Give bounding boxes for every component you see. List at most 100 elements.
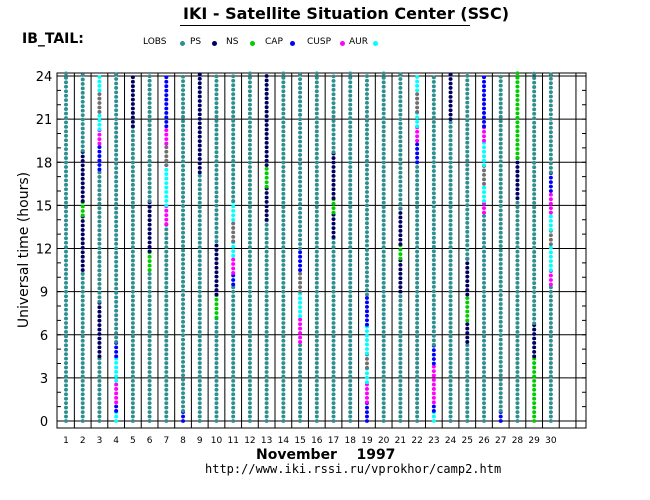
data-point-ps xyxy=(197,347,202,352)
data-point-ps xyxy=(515,209,520,214)
data-point-ps xyxy=(247,370,252,374)
data-point-cusp xyxy=(482,119,486,124)
x-tick-label: 7 xyxy=(163,436,169,446)
data-point-ps xyxy=(298,175,303,180)
data-point-ps xyxy=(231,321,236,325)
data-point-ps xyxy=(181,324,186,329)
data-point-ps xyxy=(515,303,520,308)
data-point-ps xyxy=(64,138,68,143)
data-point-cusp xyxy=(114,409,119,413)
data-point-ps xyxy=(548,365,553,370)
data-point-ps xyxy=(97,361,102,365)
data-point-ps xyxy=(197,227,202,232)
data-point-ps xyxy=(231,185,236,190)
data-point-ps xyxy=(381,285,386,290)
data-point-ns xyxy=(448,99,453,104)
data-point-cusp xyxy=(298,263,303,268)
day-column-6 xyxy=(147,74,152,423)
data-point-ns xyxy=(398,228,403,233)
data-point-ps xyxy=(281,200,286,205)
data-point-ps xyxy=(314,321,319,325)
data-point-ps xyxy=(214,83,219,88)
data-point-cap xyxy=(515,84,520,89)
data-point-ps xyxy=(482,227,486,232)
data-point-aur xyxy=(482,210,486,215)
data-point-ps xyxy=(181,368,186,373)
data-point-ns xyxy=(97,318,102,323)
data-point-ps xyxy=(130,361,135,365)
data-point-gap xyxy=(164,154,169,159)
data-point-ps xyxy=(181,355,186,360)
data-point-ps xyxy=(348,138,353,143)
data-point-ns xyxy=(214,252,219,257)
data-point-ps xyxy=(314,383,319,388)
data-point-ps xyxy=(64,338,68,343)
data-point-ps xyxy=(130,307,135,312)
data-point-bnd xyxy=(482,185,486,190)
x-tick-label: 1 xyxy=(63,436,69,446)
data-point-ps xyxy=(348,361,353,365)
data-point-ps xyxy=(181,181,186,186)
data-point-ps xyxy=(515,218,520,223)
data-point-ps xyxy=(114,201,119,206)
data-point-ps xyxy=(331,105,336,110)
data-point-ps xyxy=(381,378,386,383)
data-point-ps xyxy=(114,77,119,81)
data-point-ps xyxy=(247,214,252,218)
data-point-ps xyxy=(515,383,520,388)
data-point-ps xyxy=(197,307,202,312)
data-point-ps xyxy=(231,190,236,195)
data-point-ps xyxy=(247,147,252,152)
data-point-ps xyxy=(381,347,386,352)
data-point-ps xyxy=(214,172,219,177)
data-point-ps xyxy=(381,214,386,218)
data-point-ps xyxy=(431,146,436,151)
data-point-ps xyxy=(130,289,135,294)
data-point-ps xyxy=(348,294,353,299)
data-point-ps xyxy=(164,361,169,365)
data-point-ps xyxy=(197,401,202,406)
data-point-ps xyxy=(448,419,453,423)
data-point-ps xyxy=(364,243,369,248)
data-point-ps xyxy=(381,249,386,254)
data-point-ns xyxy=(147,218,152,223)
data-point-ps xyxy=(381,312,386,316)
data-point-ps xyxy=(381,272,386,276)
data-point-ps xyxy=(348,272,353,276)
data-point-ps xyxy=(515,227,520,232)
data-point-cap xyxy=(331,201,336,206)
data-point-ps xyxy=(247,133,252,138)
data-point-ps xyxy=(298,108,303,113)
data-point-ps xyxy=(231,405,236,410)
data-point-ns xyxy=(331,165,336,169)
data-point-ps xyxy=(281,116,286,120)
data-point-ps xyxy=(64,209,68,214)
data-point-ps xyxy=(381,245,386,250)
data-point-ps xyxy=(197,392,202,397)
data-point-ps xyxy=(431,88,436,93)
data-point-bnd xyxy=(164,194,169,199)
data-point-ps xyxy=(147,87,152,92)
data-point-ps xyxy=(231,378,236,383)
data-point-ps xyxy=(331,101,336,106)
data-point-ps xyxy=(448,147,453,152)
data-point-ns xyxy=(515,191,520,196)
data-point-ps xyxy=(465,154,470,158)
data-point-ps xyxy=(181,101,186,106)
data-point-cusp xyxy=(415,155,420,160)
data-point-ns xyxy=(97,336,102,341)
data-point-ps xyxy=(498,97,503,101)
data-point-ps xyxy=(498,270,503,275)
data-point-ps xyxy=(398,361,403,365)
data-point-ps xyxy=(147,159,152,163)
data-point-ps xyxy=(364,158,369,163)
data-point-ns xyxy=(197,108,202,112)
data-point-ps xyxy=(247,401,252,406)
data-point-ps xyxy=(197,338,202,343)
data-point-ps xyxy=(548,410,553,414)
data-point-ps xyxy=(130,276,135,281)
x-tick-label: 21 xyxy=(395,436,406,446)
data-point-ps xyxy=(147,405,152,410)
data-point-ps xyxy=(381,258,386,263)
data-point-ps xyxy=(431,311,436,316)
